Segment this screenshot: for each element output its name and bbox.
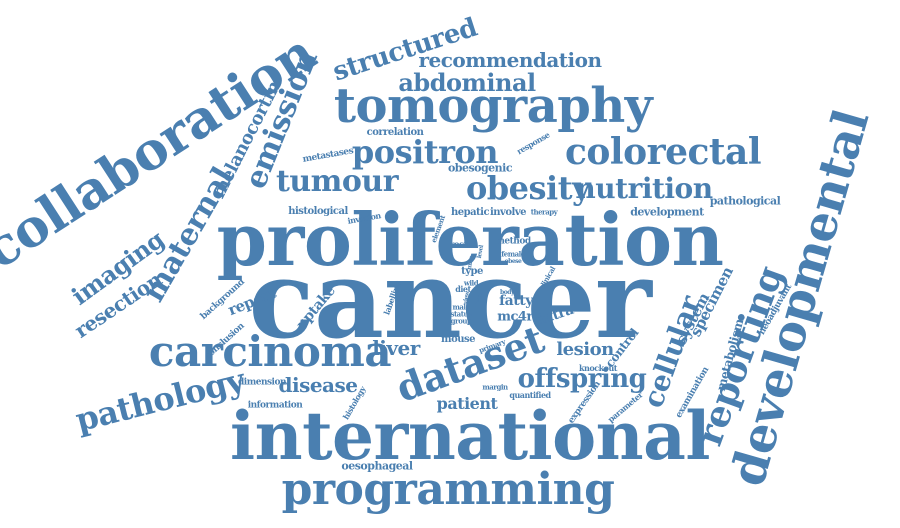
word-tumour: tumour [275, 164, 399, 199]
word-hepatic: hepatic [450, 207, 490, 218]
word-proliferation: proliferation [216, 197, 724, 282]
word-abdominal: abdominal [398, 68, 536, 97]
word-knockout: knockout [579, 363, 617, 373]
word-oesophageal: oesophageal [341, 459, 413, 473]
word-cancer: cancer [248, 237, 652, 363]
word-international: international [230, 397, 710, 475]
word-status: status [450, 309, 472, 319]
word-development: development [630, 205, 704, 219]
word-offspring: offspring [517, 364, 647, 394]
word-dimension: dimension [237, 377, 287, 388]
word-margin: margin [482, 382, 508, 392]
word-obese: obese [504, 258, 522, 265]
word-mc4r: mc4r [497, 309, 533, 325]
word-colorectal: colorectal [564, 131, 762, 173]
word-body: body [500, 289, 514, 296]
word-mouse: mouse [440, 334, 476, 345]
word-tomography: tomography [333, 78, 653, 134]
word-method: method [495, 236, 531, 247]
word-type: type [461, 266, 483, 277]
word-pathological: pathological [709, 194, 781, 208]
word-positron: positron [351, 133, 499, 171]
word-information: information [247, 400, 303, 411]
word-involve: involve [489, 207, 527, 218]
word-group: group [450, 316, 472, 326]
word-response: response [514, 129, 552, 157]
word-patient: patient [436, 394, 498, 413]
word-quantified: quantified [509, 390, 551, 400]
word-histological: histological [288, 206, 348, 217]
word-result: result [449, 240, 477, 251]
word-therapy: therapy [530, 207, 558, 217]
word-female: female [501, 249, 525, 259]
word-liver: liver [372, 336, 420, 360]
word-nutrition: nutrition [575, 172, 713, 205]
word-disease: disease [278, 373, 358, 397]
word-correlation: correlation [366, 127, 424, 138]
word-male: male [452, 302, 470, 312]
word-metastases: metastases [301, 146, 354, 165]
word-carcinoma: carcinoma [148, 327, 392, 376]
word-wild: wild [463, 278, 479, 288]
word-lesion: lesion [556, 339, 614, 360]
word-fatty: fatty [499, 293, 533, 309]
word-recommendation: recommendation [418, 48, 602, 72]
word-diet: diet [455, 284, 471, 294]
word-obesogenic: obesogenic [447, 161, 513, 175]
word-programming: programming [281, 464, 615, 515]
word-obesity: obesity [465, 169, 591, 207]
